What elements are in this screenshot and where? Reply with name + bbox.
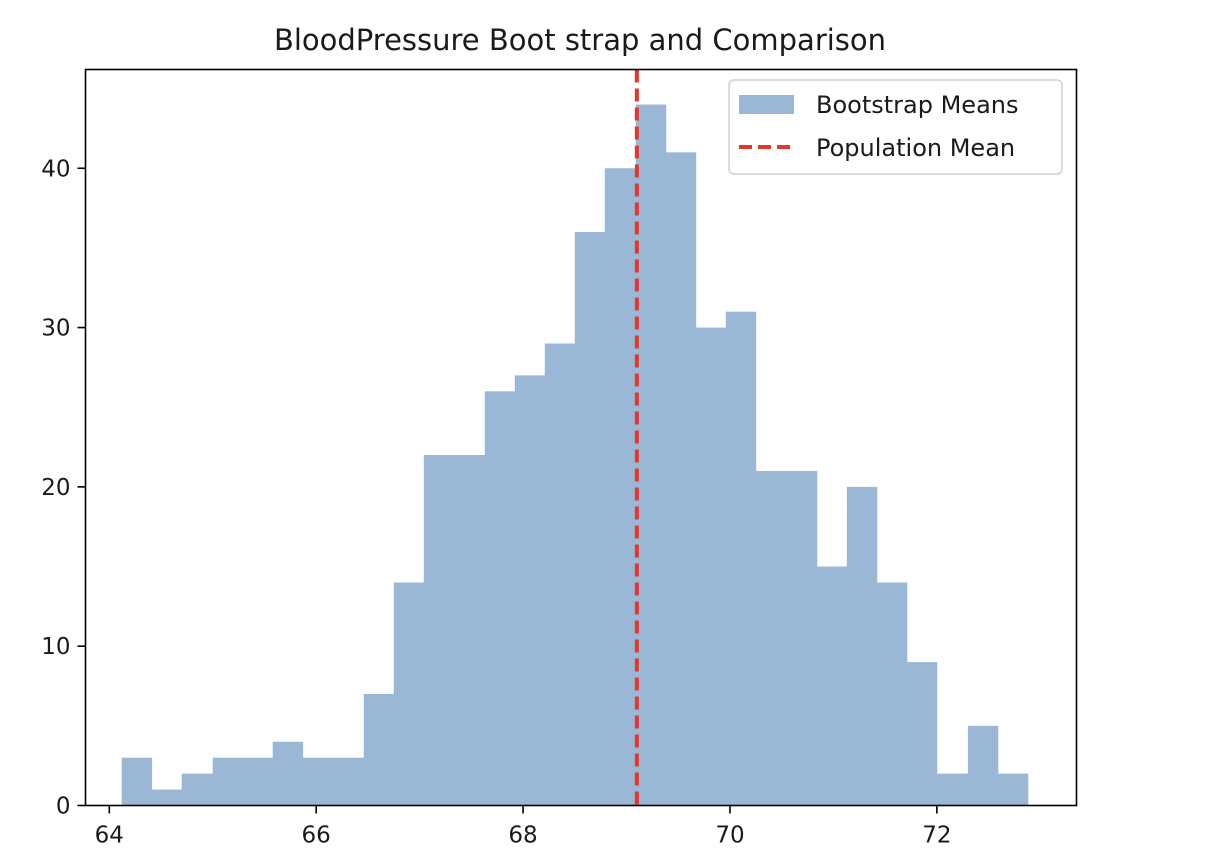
- histogram-bar: [997, 773, 1029, 806]
- legend-label-population-mean: Population Mean: [816, 134, 1015, 162]
- plot-frame: [84, 68, 1078, 807]
- histogram-bar: [665, 152, 697, 806]
- histogram-bar: [302, 757, 335, 806]
- histogram-bar: [453, 455, 486, 806]
- y-tick-label: 30: [41, 316, 70, 342]
- histogram-bar: [242, 757, 274, 806]
- x-axis: 64 66 68 70 72: [95, 805, 951, 849]
- histogram-bar: [876, 582, 908, 806]
- y-axis: 0 10 20 30 40: [41, 156, 86, 820]
- histogram-bar: [333, 757, 365, 806]
- y-tick-label: 20: [41, 475, 70, 501]
- histogram-bar: [785, 470, 818, 806]
- legend: Bootstrap Means Population Mean: [728, 79, 1063, 175]
- histogram-bar: [695, 327, 727, 806]
- histogram-bar: [725, 311, 757, 806]
- histogram-bar: [514, 375, 546, 806]
- histogram-bar: [121, 757, 153, 806]
- histogram-bar: [544, 343, 576, 806]
- histogram-bar: [936, 773, 969, 806]
- legend-box: [728, 79, 1063, 175]
- histogram-bar: [181, 773, 214, 806]
- chart-title: BloodPressure Boot strap and Comparison: [274, 23, 886, 57]
- histogram-bar: [906, 662, 938, 806]
- y-tick-label: 0: [56, 794, 71, 820]
- histogram-bar: [846, 486, 878, 806]
- histogram-bar: [393, 582, 425, 806]
- histogram-bar: [423, 455, 455, 806]
- bars-layer: [121, 104, 1029, 806]
- y-tick-label: 40: [41, 156, 70, 182]
- histogram-bar: [484, 391, 516, 806]
- histogram-bar: [574, 231, 606, 806]
- x-tick-label: 66: [302, 823, 331, 849]
- histogram-bar: [151, 789, 183, 806]
- x-tick-label: 72: [922, 823, 951, 849]
- x-tick-label: 64: [95, 823, 124, 849]
- histogram-bar: [755, 470, 787, 806]
- x-tick-label: 68: [508, 823, 537, 849]
- histogram-bar: [967, 725, 999, 806]
- histogram-bar: [635, 104, 667, 806]
- y-tick-label: 10: [41, 634, 70, 660]
- histogram-bar: [212, 757, 244, 806]
- x-tick-label: 70: [715, 823, 744, 849]
- histogram-bar: [272, 741, 304, 806]
- histogram-bar: [363, 693, 395, 806]
- legend-label-bootstrap-means: Bootstrap Means: [816, 91, 1019, 119]
- histogram-bar: [816, 566, 848, 806]
- legend-swatch-bootstrap-means: [739, 95, 794, 114]
- histogram-bar: [604, 168, 637, 806]
